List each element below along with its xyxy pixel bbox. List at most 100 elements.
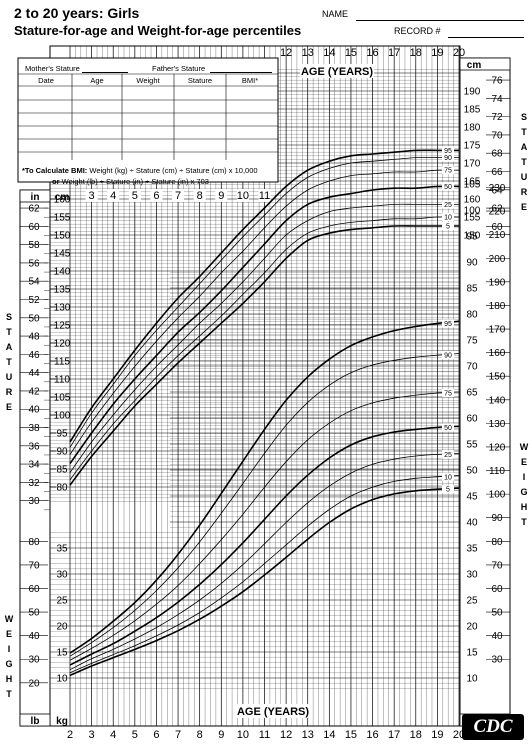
pct-label-bg <box>442 146 454 155</box>
bottom-age-label: 7 <box>175 729 181 741</box>
tick-label-cm-left: 130 <box>54 303 71 314</box>
pct-label-bg <box>442 472 454 481</box>
bmi-note-bold: *To Calculate BMI: <box>22 166 88 175</box>
tick-label-lb-left: 20 <box>28 678 40 689</box>
pct-label-bg <box>442 423 454 432</box>
tick-label-cm-left: 135 <box>54 285 71 296</box>
stature-curve-p50 <box>69 185 460 465</box>
tick-label-in-right: 62 <box>491 204 503 215</box>
name-field[interactable] <box>356 19 524 21</box>
weight-pct-label-25: 25 <box>444 452 452 459</box>
top-age-label: 15 <box>345 47 357 59</box>
tick-label-lb-right: 60 <box>491 584 503 595</box>
bottom-age-label: 5 <box>132 729 138 741</box>
bottom-age-label: 4 <box>110 729 116 741</box>
bottom-age-label: 15 <box>345 729 357 741</box>
tick-label-cm-left: 115 <box>54 357 70 368</box>
letter: T <box>521 127 527 137</box>
mothers-stature-field[interactable] <box>82 72 128 73</box>
tick-label-cm-right: 190 <box>464 87 481 98</box>
right-axis-strip <box>459 57 511 727</box>
mid-age-bg <box>172 189 185 202</box>
stature-pct-label-90: 90 <box>444 155 452 162</box>
tick-label-kg-right: 30 <box>466 570 478 581</box>
tick-label-cm-right: 150 <box>464 231 481 242</box>
tick-label-in-right: 72 <box>491 112 503 123</box>
tick-label-cm-right: 180 <box>464 123 481 134</box>
pct-label-bg <box>442 200 454 209</box>
tick-label-in-left: 62 <box>28 204 40 215</box>
col-weight: Weight <box>136 76 160 85</box>
page-title: 2 to 20 years: Girls <box>14 5 140 21</box>
unit-box <box>19 713 51 727</box>
letter: E <box>5 629 12 639</box>
weight-curve-p75 <box>69 391 460 661</box>
tick-label-lb-right: 130 <box>489 419 506 430</box>
tick-label-lb-left: 40 <box>28 631 40 642</box>
weight-pct-label-90: 90 <box>444 353 452 360</box>
stature-curve-p75 <box>69 169 460 455</box>
stature-curve-p95 <box>69 149 459 443</box>
tick-label-lb-right: 160 <box>489 348 506 359</box>
letter: G <box>5 659 13 669</box>
tick-label-cm-right: 160 <box>464 195 481 206</box>
bmi-note-line1: *To Calculate BMI: Weight (kg) ÷ Stature… <box>22 165 278 176</box>
letter: A <box>520 142 528 152</box>
tick-label-cm-left: 100 <box>54 411 71 422</box>
stature-pct-label-75: 75 <box>444 168 452 175</box>
page-subtitle: Stature-for-age and Weight-for-age perce… <box>14 23 302 38</box>
bmi-note-or: or <box>52 177 60 186</box>
tick-label-kg-right: 10 <box>466 674 478 685</box>
pct-label-bg <box>442 213 454 221</box>
letter: S <box>520 112 527 122</box>
col-bmi: BMI* <box>241 76 259 85</box>
tick-label-kg-right: 75 <box>466 336 478 347</box>
mid-age-bg <box>215 189 228 202</box>
bottom-age-label: 17 <box>388 729 400 741</box>
record-field[interactable] <box>448 36 524 38</box>
stature-pct-label-10: 10 <box>444 215 452 222</box>
tick-label-in-left: 42 <box>28 386 40 397</box>
tick-label-kg-right: 55 <box>466 440 478 451</box>
unit-cm-right: cm <box>467 60 482 71</box>
tick-label-lb-right: 80 <box>491 537 503 548</box>
tick-label-kg-right: 90 <box>466 258 478 269</box>
bmi-note-line2: or Weight (lb) ÷ Stature (in) ÷ Stature … <box>52 176 278 187</box>
tick-label-in-right: 74 <box>491 94 503 105</box>
tick-label-cm-left: 155 <box>54 213 71 224</box>
letter: U <box>520 172 528 182</box>
letter: T <box>521 517 527 527</box>
tick-label-lb-right: 150 <box>489 372 506 383</box>
tick-label-in-left: 30 <box>28 496 40 507</box>
letter: E <box>520 457 527 467</box>
tick-label-lb-right: 120 <box>489 442 506 453</box>
bottom-age-label: 14 <box>323 729 335 741</box>
fathers-stature-field[interactable] <box>210 72 272 73</box>
bottom-age-label: 11 <box>259 729 270 741</box>
pct-label-bg <box>442 166 454 175</box>
tick-label-lb-left: 70 <box>28 560 40 571</box>
mid-age-label: 3 <box>89 190 95 202</box>
weight-curve-p50 <box>69 425 460 666</box>
stature-pct-label-5: 5 <box>446 224 450 231</box>
name-label: NAME <box>322 9 349 19</box>
letter: R <box>520 187 528 197</box>
bottom-age-title-bg <box>236 704 310 718</box>
tick-label-lb-left: 50 <box>28 608 40 619</box>
tick-label-cm-right: 165 <box>464 177 481 188</box>
top-age-title-bg <box>300 64 374 78</box>
tick-label-cm-left: 90 <box>56 447 68 458</box>
tick-label-in-left: 52 <box>28 295 40 306</box>
cdc-logo: CDC <box>462 714 524 740</box>
weight-curve-p5 <box>69 487 460 677</box>
tick-label-cm-left: 125 <box>54 321 71 332</box>
mid-age-label: 7 <box>175 190 181 202</box>
tick-label-lb-right: 100 <box>489 490 506 501</box>
tick-label-kg-right: 70 <box>466 362 478 373</box>
tick-label-kg-right: 15 <box>466 648 478 659</box>
mid-age-bg <box>107 189 120 202</box>
col-stature: Stature <box>187 76 213 85</box>
col-age: Age <box>90 76 104 85</box>
